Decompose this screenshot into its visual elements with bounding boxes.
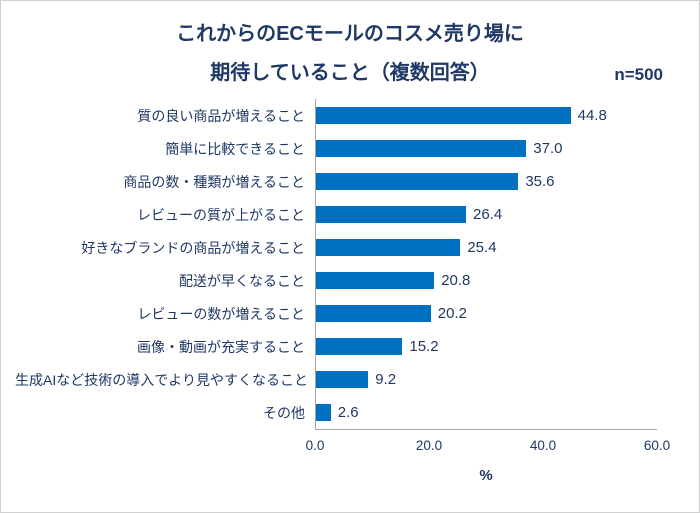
chart-title-line2: 期待していること（複数回答） — [210, 62, 490, 84]
value-label: 37.0 — [533, 140, 563, 157]
bar — [316, 140, 527, 157]
bar-track: 25.4 — [315, 231, 657, 264]
bar — [316, 173, 519, 190]
bar-track: 2.6 — [315, 396, 657, 429]
value-label: 2.6 — [337, 404, 359, 421]
bar-track: 35.6 — [315, 165, 657, 198]
bar-track: 15.2 — [315, 330, 657, 363]
category-label: その他 — [263, 404, 305, 421]
bar-rows: 質の良い商品が増えること 44.8 簡単に比較できること 37.0 商品の数・種類が増え… — [15, 99, 657, 429]
bar — [316, 107, 571, 124]
x-axis: 0.0 20.0 40.0 60.0 — [15, 429, 670, 463]
bar-row: 画像・動画が充実すること 15.2 — [15, 330, 657, 363]
bar — [316, 305, 431, 322]
category-label: 好きなブランドの商品が増えること — [81, 239, 305, 256]
bar-row: 生成AIなど技術の導入でより見やすくなること 9.2 — [15, 363, 657, 396]
value-label: 9.2 — [375, 371, 397, 388]
x-tick-label: 0.0 — [305, 438, 325, 453]
category-label: 画像・動画が充実すること — [137, 338, 305, 355]
bar-row: レビューの数が増えること 20.2 — [15, 297, 657, 330]
bar-track: 44.8 — [315, 99, 657, 132]
bar-row: 質の良い商品が増えること 44.8 — [15, 99, 657, 132]
bar-row: その他 2.6 — [15, 396, 657, 429]
bar — [316, 371, 369, 388]
x-axis-label-spacer — [15, 463, 315, 485]
chart-title: これからのECモールのコスメ売り場に 期待していること（複数回答） — [1, 1, 699, 93]
value-label: 35.6 — [525, 173, 555, 190]
value-label: 25.4 — [467, 239, 497, 256]
bar — [316, 206, 467, 223]
category-label: 商品の数・種類が増えること — [123, 173, 305, 190]
x-tick-label: 40.0 — [529, 438, 557, 453]
x-tick-label: 20.0 — [415, 438, 443, 453]
value-label: 44.8 — [577, 107, 607, 124]
x-axis-label-row: % — [15, 463, 657, 485]
bar-row: 簡単に比較できること 37.0 — [15, 132, 657, 165]
bar-track: 20.2 — [315, 297, 657, 330]
bar-chart: 質の良い商品が増えること 44.8 簡単に比較できること 37.0 商品の数・種類が増え… — [15, 99, 670, 485]
bar-row: 配送が早くなること 20.8 — [15, 264, 657, 297]
category-label: 生成AIなど技術の導入でより見やすくなること — [15, 371, 308, 388]
bar — [316, 404, 331, 421]
category-label: レビューの数が増えること — [137, 305, 305, 322]
value-label: 26.4 — [473, 206, 503, 223]
category-label: 配送が早くなること — [179, 272, 305, 289]
chart-title-line1: これからのECモールのコスメ売り場に — [176, 23, 524, 45]
bar-track: 20.8 — [315, 264, 657, 297]
bar-row: 商品の数・種類が増えること 35.6 — [15, 165, 657, 198]
bar-row: レビューの質が上がること 26.4 — [15, 198, 657, 231]
x-axis-ticks: 0.0 20.0 40.0 60.0 — [306, 429, 670, 463]
x-axis-spacer — [15, 429, 315, 463]
bar-track: 26.4 — [315, 198, 657, 231]
bar-track: 37.0 — [315, 132, 657, 165]
sample-size-label: n=500 — [614, 65, 663, 84]
bar — [316, 272, 435, 289]
category-label: 簡単に比較できること — [165, 140, 305, 157]
x-tick-label: 60.0 — [643, 438, 671, 453]
value-label: 20.8 — [441, 272, 471, 289]
bar — [316, 239, 461, 256]
category-label: 質の良い商品が増えること — [137, 107, 305, 124]
bar — [316, 338, 403, 355]
category-label: レビューの質が上がること — [137, 206, 305, 223]
value-label: 15.2 — [409, 338, 439, 355]
value-label: 20.2 — [437, 305, 467, 322]
bar-row: 好きなブランドの商品が増えること 25.4 — [15, 231, 657, 264]
bar-track: 9.2 — [315, 363, 657, 396]
x-axis-label: % — [479, 467, 493, 484]
